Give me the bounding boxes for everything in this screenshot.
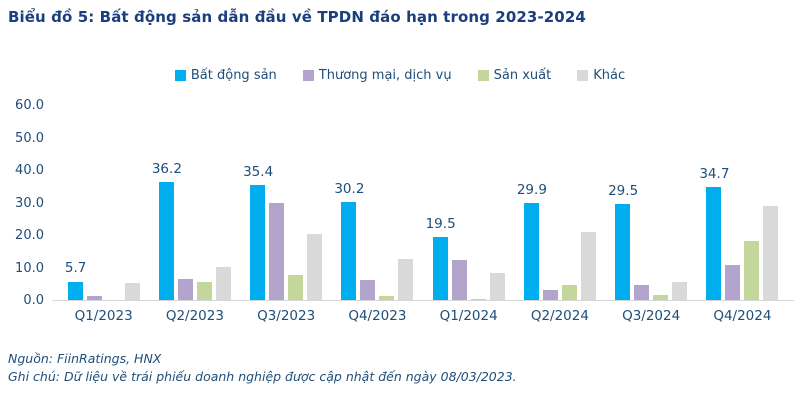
legend-label: Thương mại, dịch vụ (318, 68, 452, 83)
bat-dong-san-bar (341, 201, 357, 300)
san-xuat-bar (653, 295, 669, 300)
legend-item-thuong-mai-dich-vu: Thương mại, dịch vụ (302, 68, 452, 83)
chart-legend: Bất động sản Thương mại, dịch vụ Sản xuất K… (0, 68, 800, 83)
x-axis-category-label: Q3/2024 (622, 308, 681, 324)
bar-group-q4-2023: 30.2 Q4/2023 (334, 105, 414, 324)
bar-group-q1-2024: 19.5 Q1/2024 (426, 105, 505, 324)
chart-footnotes: Nguồn: FiinRatings, HNX Ghi chú: Dữ liệu… (8, 350, 517, 386)
khac-bar (580, 232, 596, 300)
khac-bar (307, 234, 323, 300)
x-axis-category-label: Q4/2024 (713, 308, 772, 324)
source-note: Nguồn: FiinRatings, HNX (8, 351, 162, 366)
bat-dong-san-bar (67, 281, 83, 300)
y-axis-tick-label: 40.0 (15, 163, 44, 178)
thuong-mai-dich-vu-bar (86, 295, 102, 300)
bar-value-label: 34.7 (699, 166, 730, 183)
bar-value-label: 30.2 (334, 180, 365, 197)
thuong-mai-dich-vu-bar (542, 289, 558, 300)
bar-group-q3-2024: 29.5 Q3/2024 (608, 105, 688, 324)
legend-swatch-icon (577, 70, 589, 81)
thuong-mai-dich-vu-bar (360, 279, 376, 300)
bar-value-label: 35.4 (243, 163, 274, 180)
bar-group-q2-2023: 36.2 Q2/2023 (152, 105, 231, 324)
plot-area: 5.7 Q1/2023 36.2 Q2/2023 35.4 Q3/2023 30.2 Q4/2… (52, 105, 794, 324)
y-axis: 0.0 10.0 20.0 30.0 40.0 50.0 60.0 (0, 98, 52, 308)
san-xuat-bar (561, 285, 577, 300)
bar-value-label: 19.5 (425, 215, 456, 232)
bat-dong-san-bar (250, 185, 266, 300)
bar-value-label: 29.9 (516, 181, 547, 198)
y-axis-tick-label: 60.0 (15, 98, 44, 113)
san-xuat-bar (196, 281, 212, 300)
y-axis-tick-label: 10.0 (15, 260, 44, 276)
x-axis-category-label: Q2/2024 (530, 308, 589, 324)
san-xuat-bar (470, 298, 486, 300)
bar-value-label: 36.2 (151, 161, 182, 178)
bar-value-label: 5.7 (64, 260, 87, 277)
x-axis-category-label: Q1/2023 (74, 308, 133, 324)
bar-group-q3-2023: 35.4 Q3/2023 (243, 105, 323, 324)
khac-bar (398, 259, 414, 300)
legend-item-bat-dong-san: Bất động sản (174, 68, 277, 83)
bat-dong-san-bar (706, 187, 722, 300)
legend-swatch-icon (477, 70, 489, 81)
x-axis-category-label: Q2/2023 (165, 308, 224, 324)
bar-group-q2-2024: 29.9 Q2/2024 (517, 105, 596, 324)
thuong-mai-dich-vu-bar (177, 278, 193, 300)
khac-bar (489, 272, 505, 300)
legend-swatch-icon (302, 70, 314, 81)
x-axis-category-label: Q1/2024 (439, 308, 498, 324)
legend-label: Bất động sản (190, 68, 277, 83)
san-xuat-bar (288, 275, 304, 300)
khac-bar (763, 205, 779, 300)
legend-label: Khác (593, 68, 626, 83)
bar-group-q1-2023: 5.7 Q1/2023 (64, 105, 140, 324)
san-xuat-bar (744, 240, 760, 300)
x-axis-category-label: Q3/2023 (257, 308, 316, 324)
thuong-mai-dich-vu-bar (269, 202, 285, 300)
y-axis-tick-label: 20.0 (15, 228, 44, 243)
bat-dong-san-bar (158, 182, 174, 300)
thuong-mai-dich-vu-bar (451, 260, 467, 300)
khac-bar (215, 266, 231, 300)
y-axis-tick-label: 0.0 (23, 293, 44, 308)
bat-dong-san-bar (523, 202, 539, 300)
khac-bar (672, 282, 688, 300)
y-axis-tick-label: 30.0 (15, 195, 44, 211)
legend-swatch-icon (174, 70, 186, 81)
update-note: Ghi chú: Dữ liệu về trái phiếu doanh ngh… (8, 369, 517, 384)
bar-value-label: 29.5 (608, 183, 639, 200)
thuong-mai-dich-vu-bar (725, 264, 741, 300)
legend-item-san-xuat: Sản xuất (477, 68, 552, 83)
legend-item-khac: Khác (577, 68, 625, 83)
bar-chart: 0.0 10.0 20.0 30.0 40.0 50.0 60.0 5.7 Q1/2023 36… (0, 98, 800, 324)
san-xuat-bar (379, 295, 395, 300)
bat-dong-san-bar (432, 236, 448, 300)
legend-label: Sản xuất (493, 68, 552, 83)
bar-group-q4-2024: 34.7 Q4/2024 (699, 105, 779, 324)
x-axis-category-label: Q4/2023 (348, 308, 407, 324)
y-axis-tick-label: 50.0 (15, 130, 44, 146)
bat-dong-san-bar (615, 204, 631, 300)
thuong-mai-dich-vu-bar (634, 284, 650, 300)
chart-title: Biểu đồ 5: Bất động sản dẫn đầu về TPDN … (8, 8, 586, 26)
khac-bar (124, 282, 140, 300)
